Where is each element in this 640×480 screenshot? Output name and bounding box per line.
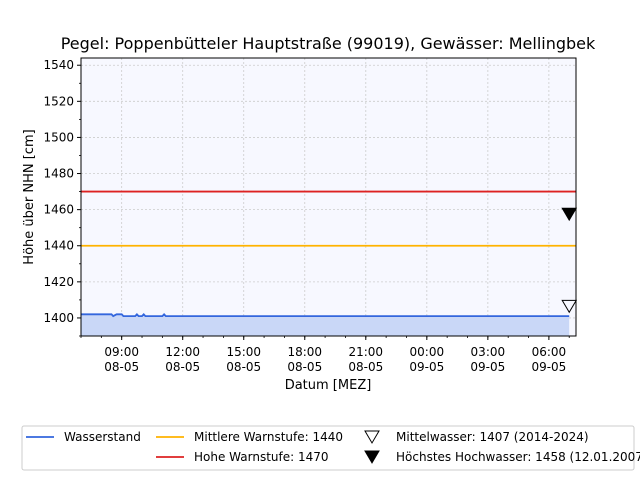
y-tick-label: 1460 (43, 203, 74, 217)
x-tick-label-time: 06:00 (532, 345, 567, 359)
mittelwasser-marker (561, 299, 578, 314)
y-tick-label: 1400 (43, 311, 74, 325)
reference-lines (81, 190, 576, 247)
legend-swatch-mittelwasser (364, 430, 380, 444)
series-line-wasserstand (81, 312, 570, 318)
legend-label-hochwasser: Höchstes Hochwasser: 1458 (12.01.2007) (396, 450, 640, 464)
y-tick-label: 1440 (43, 239, 74, 253)
x-tick-label-time: 09:00 (104, 345, 139, 359)
x-tick-label-time: 18:00 (287, 345, 322, 359)
plot-area (81, 58, 576, 336)
y-tick-label: 1520 (43, 94, 74, 108)
x-tick-label-time: 00:00 (410, 345, 445, 359)
chart-title: Pegel: Poppenbütteler Hauptstraße (99019… (61, 34, 596, 53)
x-tick-label-time: 15:00 (226, 345, 261, 359)
legend-label-wasserstand: Wasserstand (64, 430, 141, 444)
series-area-wasserstand (81, 314, 570, 336)
x-axis-label: Datum [MEZ] (285, 378, 372, 393)
x-tick-label-time: 03:00 (471, 345, 506, 359)
markers (561, 207, 578, 314)
y-tick-label: 1500 (43, 130, 74, 144)
legend-label-mittelwasser: Mittelwasser: 1407 (2014-2024) (396, 430, 589, 444)
legend-swatch-hochwasser (364, 450, 380, 464)
x-tick-label-date: 08-05 (104, 360, 139, 374)
legend-label-mittlere: Mittlere Warnstufe: 1440 (194, 430, 343, 444)
x-tick-label-time: 21:00 (348, 345, 383, 359)
x-tick-label-date: 09-05 (531, 360, 566, 374)
x-tick-label-date: 08-05 (165, 360, 200, 374)
y-tick-label: 1480 (43, 167, 74, 181)
x-tick-label-date: 09-05 (409, 360, 444, 374)
hochwasser-marker (561, 207, 578, 222)
legend-label-hohe: Hohe Warnstufe: 1470 (194, 450, 329, 464)
x-tick-label-date: 09-05 (470, 360, 505, 374)
x-axis: 09:0008-0512:0008-0515:0008-0518:0008-05… (80, 336, 570, 374)
y-tick-label: 1420 (43, 275, 74, 289)
legend: Wasserstand Mittlere Warnstufe: 1440 Hohe … (21, 425, 640, 471)
y-tick-label: 1540 (43, 58, 74, 72)
x-tick-label-date: 08-05 (226, 360, 261, 374)
x-tick-label-date: 08-05 (287, 360, 322, 374)
x-tick-label-time: 12:00 (165, 345, 200, 359)
y-axis: 1400 1420 1440 1460 1480 1500 1520 1540 (43, 58, 81, 337)
y-axis-label: Höhe über NHN [cm] (22, 129, 37, 264)
x-tick-label-date: 08-05 (348, 360, 383, 374)
plot-frame (80, 57, 577, 337)
series-layer (81, 312, 570, 336)
